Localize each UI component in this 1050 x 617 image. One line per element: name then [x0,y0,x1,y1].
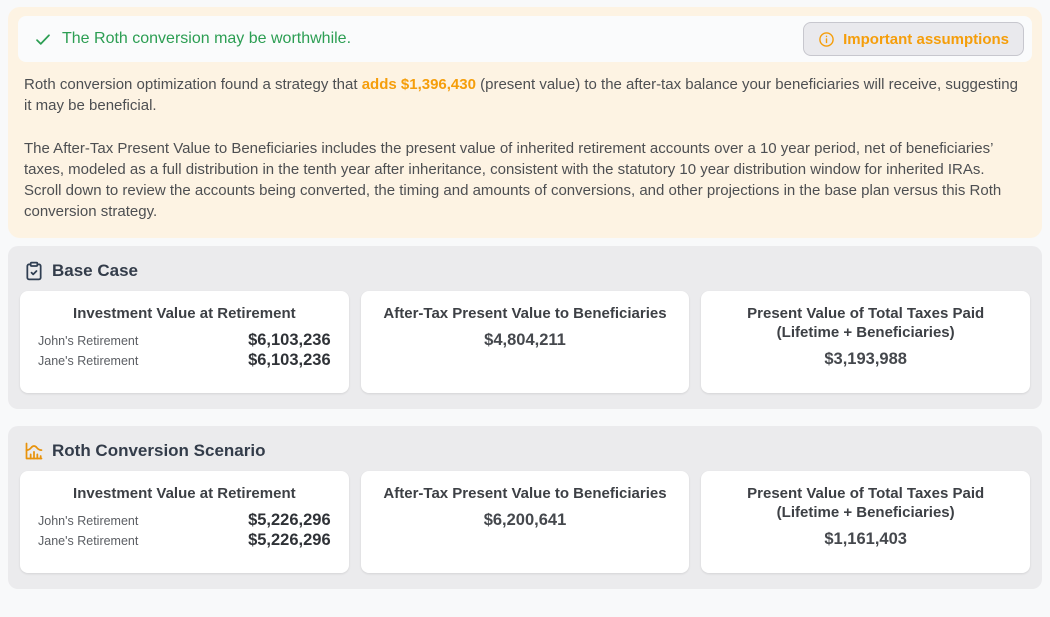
table-row: Jane's Retirement $5,226,296 [38,531,331,551]
table-row: John's Retirement $6,103,236 [38,331,331,351]
owner-value: $6,103,236 [248,331,331,349]
roth-scenario-title: Roth Conversion Scenario [52,441,266,460]
base-taxes-paid-card: Present Value of Total Taxes Paid (Lifeti… [701,291,1030,393]
summary-text-after: (present value) to the after-tax balance… [24,76,1018,114]
card-title-line1: Present Value of Total Taxes Paid [747,305,985,322]
base-case-section: Base Case Investment Value at Retirement… [8,246,1042,409]
roth-scenario-header: Roth Conversion Scenario [20,439,1030,461]
banner-headline: The Roth conversion may be worthwhile. [34,30,351,48]
banner-headline-text: The Roth conversion may be worthwhile. [62,30,352,47]
base-case-cards: Investment Value at Retirement John's Re… [20,291,1030,393]
info-icon [818,31,835,48]
bar-chart-icon [24,441,44,461]
roth-taxes-paid-card: Present Value of Total Taxes Paid (Lifeti… [701,471,1030,573]
owner-label: John's Retirement [38,334,139,348]
card-title: After-Tax Present Value to Beneficiaries [383,485,667,502]
roth-scenario-section: Roth Conversion Scenario Investment Valu… [8,426,1042,589]
roth-conversion-results-page: The Roth conversion may be worthwhile. I… [8,7,1042,589]
roth-aftertax-pv-card: After-Tax Present Value to Beneficiaries… [360,471,690,573]
card-title-line2: (Lifetime + Beneficiaries) [776,504,955,521]
table-row: John's Retirement $5,226,296 [38,511,331,531]
added-value-highlight: adds $1,396,430 [361,76,476,93]
owner-value: $5,226,296 [248,511,331,529]
owner-value: $5,226,296 [248,531,331,549]
owner-label: Jane's Retirement [38,354,139,368]
base-case-title: Base Case [52,261,139,280]
important-assumptions-label: Important assumptions [843,30,1009,48]
result-banner: The Roth conversion may be worthwhile. I… [8,7,1042,238]
owner-label: Jane's Retirement [38,534,139,548]
card-title-line1: Present Value of Total Taxes Paid [747,485,985,502]
table-row: Jane's Retirement $6,103,236 [38,351,331,371]
clipboard-check-icon [24,261,44,281]
card-title-line2: (Lifetime + Beneficiaries) [776,324,955,341]
roth-investment-value-card: Investment Value at Retirement John's Re… [20,471,349,573]
important-assumptions-button[interactable]: Important assumptions [803,22,1024,56]
banner-header-row: The Roth conversion may be worthwhile. I… [18,16,1032,62]
card-value: $1,161,403 [824,530,907,548]
card-value: $6,200,641 [483,511,567,529]
summary-text-before: Roth conversion optimization found a str… [24,76,362,93]
card-title: After-Tax Present Value to Beneficiaries [383,305,667,322]
card-title: Present Value of Total Taxes Paid (Lifeti… [719,484,1012,522]
card-title: Investment Value at Retirement [73,305,296,322]
owner-value: $6,103,236 [248,351,331,369]
card-value: $4,804,211 [484,331,566,349]
owner-label: John's Retirement [38,514,139,528]
base-aftertax-pv-card: After-Tax Present Value to Beneficiaries… [360,291,690,393]
check-icon [34,30,52,48]
base-investment-value-card: Investment Value at Retirement John's Re… [20,291,349,393]
base-case-header: Base Case [20,259,1030,281]
card-value: $3,193,988 [824,350,907,368]
card-title: Present Value of Total Taxes Paid (Lifeti… [719,304,1012,342]
banner-details-paragraph: The After-Tax Present Value to Beneficia… [24,140,1002,220]
roth-scenario-cards: Investment Value at Retirement John's Re… [20,471,1030,573]
banner-summary-paragraph: Roth conversion optimization found a str… [18,74,1032,116]
card-title: Investment Value at Retirement [73,485,296,502]
